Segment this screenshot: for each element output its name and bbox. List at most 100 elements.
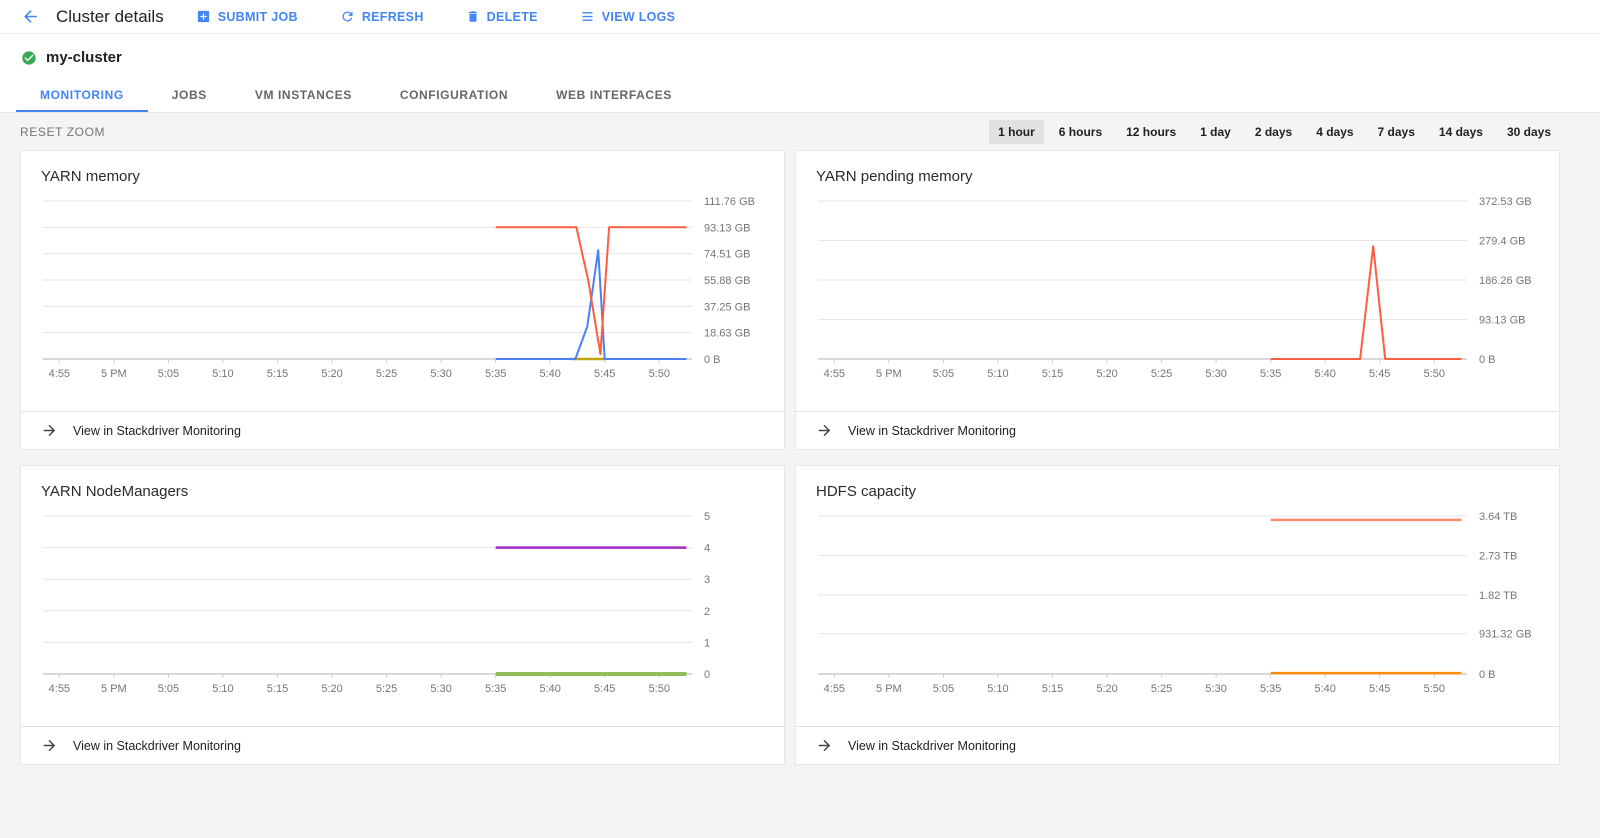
- svg-text:5:50: 5:50: [649, 368, 670, 380]
- yarn-nodemanagers-card: YARN NodeManagers 5 4 3 2 1 0 4:55 5 PM 5:05 5:10…: [20, 465, 785, 765]
- stackdriver-link-label: View in Stackdriver Monitoring: [848, 423, 1016, 438]
- stackdriver-link[interactable]: View in Stackdriver Monitoring: [21, 411, 784, 449]
- svg-text:1: 1: [704, 637, 710, 649]
- delete-button[interactable]: DELETE: [460, 5, 544, 28]
- svg-text:5:45: 5:45: [1369, 683, 1390, 695]
- svg-text:5:25: 5:25: [1151, 368, 1172, 380]
- range-30-days[interactable]: 30 days: [1506, 124, 1551, 139]
- cluster-header: my-cluster: [0, 34, 1600, 79]
- monitoring-panel: RESET ZOOM 1 hour 6 hours 12 hours 1 day…: [0, 113, 1600, 838]
- svg-text:0: 0: [704, 669, 710, 681]
- yarn-pending-memory-chart[interactable]: 372.53 GB 279.4 GB 186.26 GB 93.13 GB 0 B 4:5…: [814, 189, 1549, 387]
- svg-text:5:15: 5:15: [267, 368, 288, 380]
- tab-vm-instances[interactable]: VM INSTANCES: [254, 88, 352, 102]
- svg-text:5:25: 5:25: [1151, 683, 1172, 695]
- stackdriver-link-label: View in Stackdriver Monitoring: [73, 738, 241, 753]
- view-logs-button[interactable]: VIEW LOGS: [574, 5, 682, 28]
- svg-text:5:50: 5:50: [1424, 683, 1445, 695]
- svg-text:372.53 GB: 372.53 GB: [1479, 196, 1532, 208]
- tab-jobs[interactable]: JOBS: [171, 88, 207, 102]
- svg-text:1.82 TB: 1.82 TB: [1479, 590, 1517, 602]
- tab-configuration[interactable]: CONFIGURATION: [399, 88, 509, 102]
- svg-text:4:55: 4:55: [824, 683, 845, 695]
- svg-text:3.64 TB: 3.64 TB: [1479, 511, 1517, 523]
- svg-text:74.51 GB: 74.51 GB: [704, 249, 750, 261]
- svg-text:5:05: 5:05: [933, 368, 954, 380]
- svg-text:5:40: 5:40: [1314, 368, 1335, 380]
- svg-text:5:50: 5:50: [1424, 368, 1445, 380]
- svg-text:5:15: 5:15: [1042, 368, 1063, 380]
- back-arrow-icon: [23, 10, 37, 23]
- yarn-memory-card: YARN memory 111.76 GB 93.13 GB 74.51 GB 55.…: [20, 150, 785, 450]
- svg-text:5:40: 5:40: [539, 683, 560, 695]
- delete-label: DELETE: [486, 9, 538, 24]
- svg-text:5 PM: 5 PM: [876, 683, 902, 695]
- svg-text:0 B: 0 B: [1479, 669, 1496, 681]
- charts-grid: YARN memory 111.76 GB 93.13 GB 74.51 GB 55.…: [20, 150, 1560, 765]
- svg-text:5:25: 5:25: [376, 683, 397, 695]
- svg-text:3: 3: [704, 574, 710, 586]
- svg-text:279.4 GB: 279.4 GB: [1479, 235, 1525, 247]
- refresh-button[interactable]: REFRESH: [334, 5, 430, 28]
- range-12-hours[interactable]: 12 hours: [1126, 124, 1177, 139]
- range-2-days[interactable]: 2 days: [1254, 124, 1293, 139]
- range-4-days[interactable]: 4 days: [1316, 124, 1354, 139]
- svg-text:4:55: 4:55: [49, 683, 70, 695]
- svg-text:5:25: 5:25: [376, 368, 397, 380]
- hdfs-capacity-chart[interactable]: 3.64 TB 2.73 TB 1.82 TB 931.32 GB 0 B 4:55 5 P…: [814, 504, 1549, 702]
- svg-text:5:45: 5:45: [594, 683, 615, 695]
- refresh-label: REFRESH: [361, 9, 424, 24]
- svg-text:5:15: 5:15: [267, 683, 288, 695]
- svg-text:5:05: 5:05: [933, 683, 954, 695]
- svg-text:5:35: 5:35: [485, 368, 506, 380]
- yarn-pending-memory-card: YARN pending memory 372.53 GB 279.4 GB 186…: [795, 150, 1560, 450]
- svg-text:5:40: 5:40: [1314, 683, 1335, 695]
- right-arrow-icon: [818, 424, 831, 437]
- back-button[interactable]: [14, 1, 46, 33]
- tab-web-interfaces[interactable]: WEB INTERFACES: [556, 88, 672, 102]
- svg-text:4:55: 4:55: [824, 368, 845, 380]
- svg-text:2: 2: [704, 606, 710, 618]
- svg-text:186.26 GB: 186.26 GB: [1479, 275, 1532, 287]
- svg-text:5:10: 5:10: [212, 683, 233, 695]
- reset-zoom-button[interactable]: RESET ZOOM: [20, 124, 106, 139]
- svg-text:5:10: 5:10: [987, 683, 1008, 695]
- svg-text:5 PM: 5 PM: [101, 368, 127, 380]
- time-range-selector: 1 hour 6 hours 12 hours 1 day 2 days 4 d…: [983, 119, 1560, 144]
- stackdriver-link[interactable]: View in Stackdriver Monitoring: [796, 726, 1559, 764]
- hdfs-capacity-card: HDFS capacity 3.64 TB 2.73 TB 1.82 TB 931.3…: [795, 465, 1560, 765]
- svg-text:5:45: 5:45: [1369, 368, 1390, 380]
- svg-text:5 PM: 5 PM: [101, 683, 127, 695]
- stackdriver-link-label: View in Stackdriver Monitoring: [848, 738, 1016, 753]
- svg-text:5:35: 5:35: [1260, 368, 1281, 380]
- submit-job-button[interactable]: SUBMIT JOB: [190, 5, 304, 28]
- svg-text:5:20: 5:20: [1096, 368, 1117, 380]
- view-logs-label: VIEW LOGS: [601, 9, 676, 24]
- cluster-name: my-cluster: [46, 49, 122, 66]
- right-arrow-icon: [43, 739, 56, 752]
- svg-text:5:50: 5:50: [649, 683, 670, 695]
- stackdriver-link[interactable]: View in Stackdriver Monitoring: [796, 411, 1559, 449]
- svg-text:18.63 GB: 18.63 GB: [704, 328, 750, 340]
- stackdriver-link[interactable]: View in Stackdriver Monitoring: [21, 726, 784, 764]
- svg-text:37.25 GB: 37.25 GB: [704, 301, 750, 313]
- range-1-day[interactable]: 1 day: [1200, 124, 1231, 139]
- yarn-nodemanagers-chart[interactable]: 5 4 3 2 1 0 4:55 5 PM 5:05 5:10 5:15 5:20 5:25 5:30 5:…: [39, 504, 774, 702]
- chart-title: HDFS capacity: [816, 483, 917, 500]
- svg-text:4: 4: [704, 543, 710, 555]
- svg-text:5:05: 5:05: [158, 683, 179, 695]
- chart-title: YARN NodeManagers: [41, 483, 189, 500]
- svg-text:5:20: 5:20: [321, 683, 342, 695]
- range-6-hours[interactable]: 6 hours: [1058, 124, 1103, 139]
- range-7-days[interactable]: 7 days: [1377, 124, 1415, 139]
- stackdriver-link-label: View in Stackdriver Monitoring: [73, 423, 241, 438]
- yarn-memory-chart[interactable]: 111.76 GB 93.13 GB 74.51 GB 55.88 GB 37.25 G…: [39, 189, 774, 387]
- range-14-days[interactable]: 14 days: [1438, 124, 1483, 139]
- list-lines-icon: [582, 12, 593, 21]
- tab-monitoring[interactable]: MONITORING: [16, 79, 148, 112]
- svg-text:5:35: 5:35: [1260, 683, 1281, 695]
- svg-text:5:30: 5:30: [1205, 683, 1226, 695]
- svg-text:5:30: 5:30: [430, 683, 451, 695]
- range-1-hour[interactable]: 1 hour: [989, 119, 1044, 144]
- svg-text:93.13 GB: 93.13 GB: [704, 222, 750, 234]
